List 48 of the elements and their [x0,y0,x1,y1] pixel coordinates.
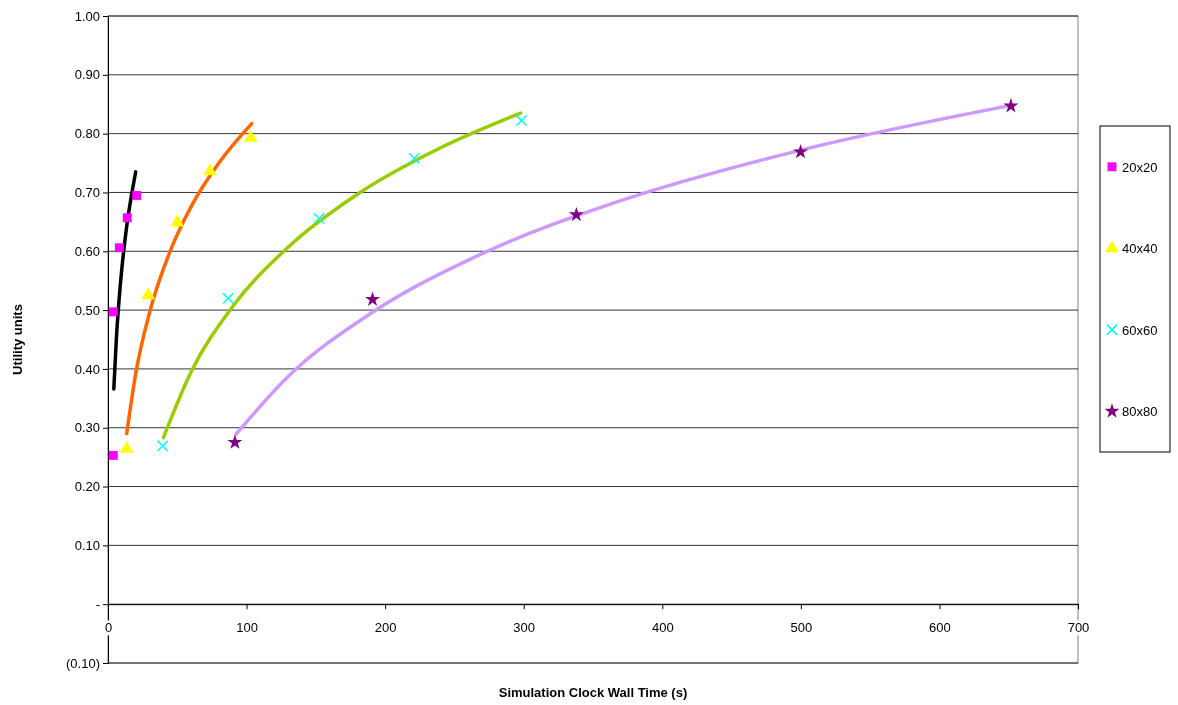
y-tick-label: 0.30 [74,420,100,436]
point [156,440,169,452]
point [119,441,134,453]
x-tick-label: 600 [929,620,951,636]
x-tick-label: 500 [790,620,813,636]
y-tick-label: 0.80 [74,126,100,142]
point [108,450,118,460]
point [114,243,124,253]
line-series [161,111,523,440]
point [793,143,809,159]
point [243,129,258,142]
y-tick-label: (0.10) [66,655,100,671]
point [132,190,142,200]
x-tick-label: 100 [236,620,258,636]
point [408,152,421,165]
x-tick-label: 400 [651,620,674,636]
y-tick-label: 1.00 [74,8,100,24]
point [108,307,118,317]
y-tick-label: 0.70 [74,185,100,201]
point [1003,98,1019,113]
legend-label: 20x20 [1122,159,1158,175]
x-axis-title: Simulation Clock Wall Time (s) [498,685,688,700]
x-tick-label: 700 [1067,620,1090,636]
y-tick-label: 0.50 [74,302,100,318]
y-tick-label: 0.10 [74,538,100,554]
point [313,212,325,225]
point [203,163,217,176]
y-tick-label: 0.90 [74,67,100,83]
x-tick-label: 300 [513,620,536,636]
x-tick-label: 200 [374,620,397,636]
y-axis-title: Utility units [10,304,25,375]
y-tick-label: 0.40 [74,361,100,377]
legend-label: 40x40 [1122,241,1158,257]
point [141,287,155,300]
y-tick-label: - [95,596,100,612]
point [515,114,528,127]
point [122,213,132,223]
y-tick-label: 0.20 [74,479,100,495]
point [227,434,243,449]
x-tick-label: 0 [104,620,113,636]
point [170,214,185,227]
line-series [124,121,254,436]
legend-label: 80x80 [1122,404,1158,420]
legend-label: 60x60 [1122,322,1158,338]
point [365,291,381,306]
y-tick-label: 0.60 [74,243,100,259]
point [222,292,235,305]
point [568,206,584,222]
